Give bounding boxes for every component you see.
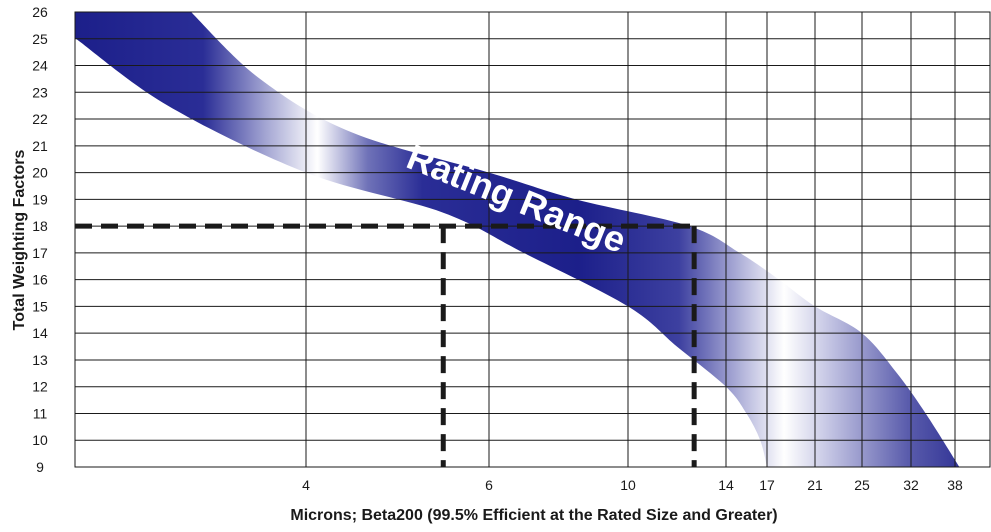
y-tick-label-13: 13 — [32, 352, 48, 368]
y-tick-label-19: 19 — [32, 191, 48, 207]
y-tick-label-18: 18 — [32, 218, 48, 234]
x-tick-label-10: 10 — [620, 477, 636, 493]
x-tick-label-32: 32 — [903, 477, 919, 493]
x-tick-label-14: 14 — [718, 477, 734, 493]
y-tick-label-12: 12 — [32, 379, 48, 395]
y-tick-label-15: 15 — [32, 298, 48, 314]
y-tick-label-10: 10 — [32, 432, 48, 448]
y-tick-label-11: 11 — [33, 405, 48, 421]
x-tick-label-4: 4 — [302, 477, 310, 493]
y-tick-label-24: 24 — [32, 58, 48, 74]
y-axis-title: Total Weighting Factors — [11, 150, 28, 331]
y-tick-label-9: 9 — [36, 459, 44, 475]
x-tick-label-17: 17 — [759, 477, 775, 493]
y-tick-label-17: 17 — [32, 245, 48, 261]
rating-range-band — [75, 12, 960, 467]
x-axis-title: Microns; Beta200 (99.5% Efficient at the… — [290, 507, 777, 524]
x-tick-label-38: 38 — [947, 477, 963, 493]
y-tick-label-22: 22 — [32, 111, 48, 127]
plot-frame — [74, 11, 991, 468]
x-tick-label-21: 21 — [807, 477, 823, 493]
y-tick-label-26: 26 — [32, 4, 48, 20]
y-tick-label-14: 14 — [32, 325, 48, 341]
y-tick-label-21: 21 — [32, 138, 48, 154]
x-tick-label-6: 6 — [485, 477, 493, 493]
y-tick-label-20: 20 — [32, 165, 48, 181]
x-tick-label-25: 25 — [854, 477, 870, 493]
y-tick-label-23: 23 — [32, 84, 48, 100]
y-tick-label-16: 16 — [32, 272, 48, 288]
y-tick-label-25: 25 — [32, 31, 48, 47]
